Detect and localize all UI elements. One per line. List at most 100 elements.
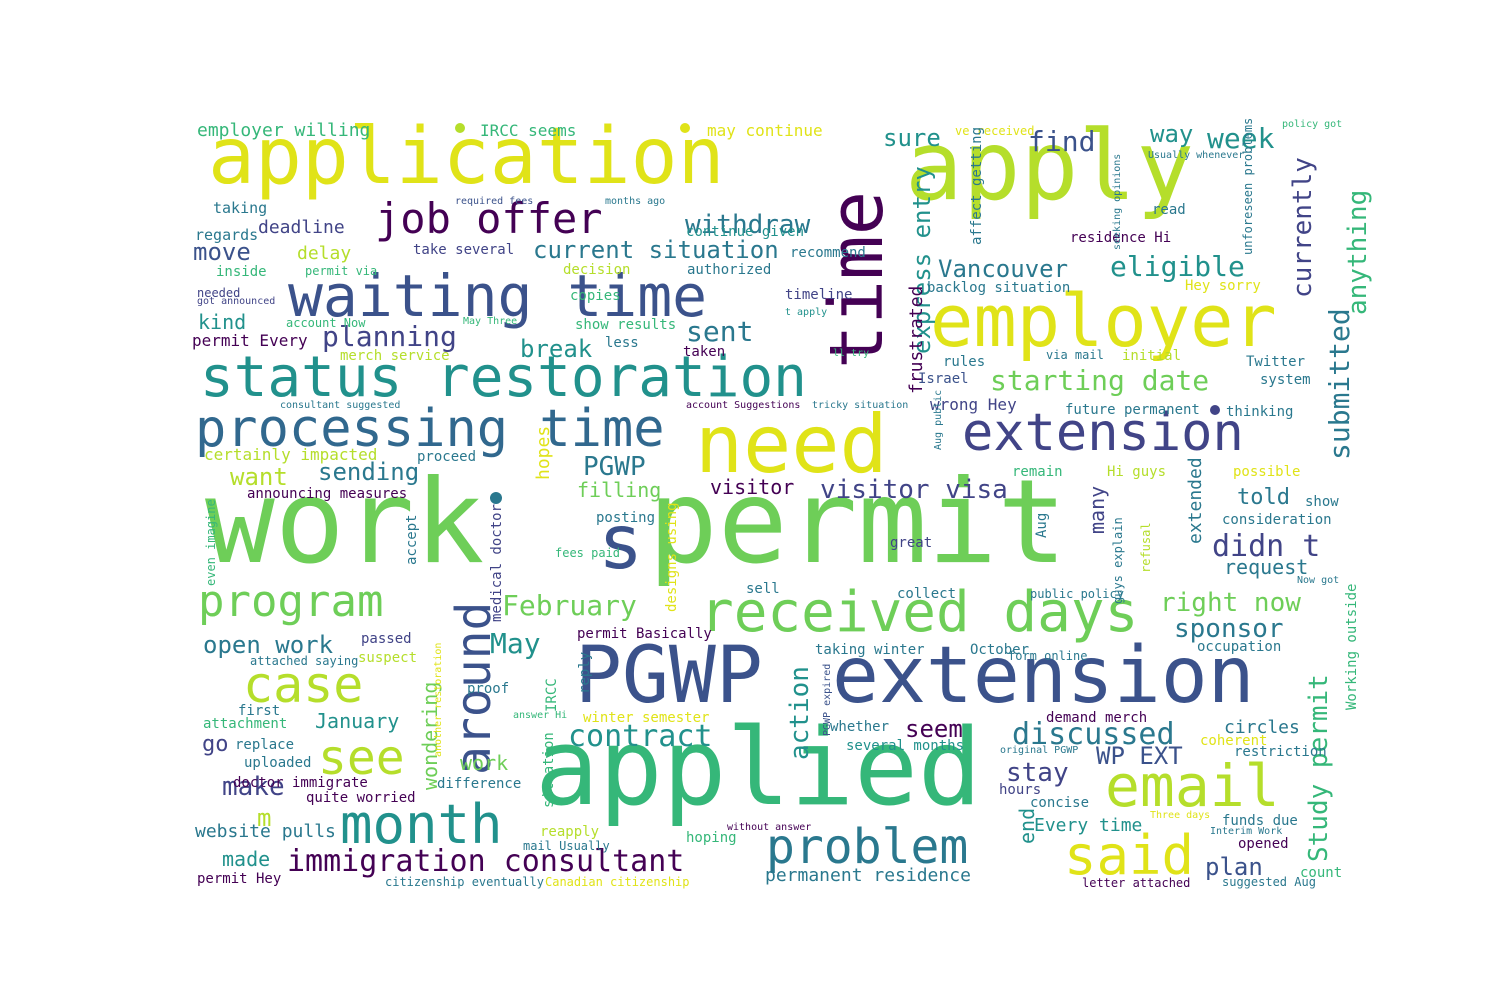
word-residence-hi: residence Hi <box>1070 230 1172 246</box>
word-month: month <box>340 793 503 856</box>
word-pgwp: PGWP <box>575 631 763 721</box>
word-s: s <box>598 498 644 586</box>
word-winter-semester: winter semester <box>583 710 710 726</box>
word-merch-service: merch service <box>340 348 450 364</box>
word-may-three: May Three <box>463 316 518 327</box>
word-answer-hi: answer Hi <box>513 710 568 721</box>
word-citizenship-eventually: citizenship eventually <box>385 875 544 889</box>
word-uploaded: uploaded <box>244 755 312 771</box>
word-sent: sent <box>686 315 754 348</box>
word-contract: contract <box>568 719 713 754</box>
word-extended: extended <box>1185 457 1206 544</box>
word-without-answer: without answer <box>727 822 812 833</box>
word-request: request <box>1224 555 1309 579</box>
word-ll-try: ll try <box>833 348 870 359</box>
word-account-suggestions: account Suggestions <box>686 400 801 411</box>
word-tricky-situation: tricky situation <box>812 400 909 411</box>
word-accept: accept <box>404 514 420 565</box>
word-right-now: right now <box>1160 588 1301 618</box>
word-processing-time: processing time <box>195 399 665 459</box>
word-backlog-situation: backlog situation <box>927 280 1071 296</box>
word-discussed: discussed <box>1012 717 1175 752</box>
word-unforeseen-problems: unforeseen problems <box>1241 117 1255 255</box>
word-attachment: attachment <box>203 716 288 732</box>
word-open-work: open work <box>203 631 334 659</box>
word-israel: Israel <box>918 371 969 387</box>
word-form-online: form online <box>1008 649 1088 663</box>
word-permit-every: permit Every <box>192 331 308 350</box>
decorative-dot <box>680 123 690 133</box>
word-problem: problem <box>766 819 969 875</box>
word-even-imagine: even imagine <box>204 499 218 586</box>
word-break: break <box>520 335 593 363</box>
word-doctor-immigrate: doctor immigrate <box>233 775 368 791</box>
word-via-mail: via mail <box>1046 348 1104 362</box>
word-copies: copies <box>570 288 621 304</box>
word-currently: currently <box>1288 157 1318 298</box>
word-designs-using: designs using <box>664 502 680 612</box>
word-another-restoration: another restoration <box>433 642 444 757</box>
word-permit-via: permit via <box>305 264 378 278</box>
word-seeking-opinions: seeking opinions <box>1112 153 1123 250</box>
word-vancouver: Vancouver <box>938 255 1069 283</box>
word-take-several: take several <box>413 242 515 258</box>
word-attached-saying: attached saying <box>250 654 359 668</box>
word-announcing-measures: announcing measures <box>247 486 408 502</box>
word-mail-usually: mail Usually <box>523 839 610 853</box>
word-move: move <box>193 238 251 266</box>
word-study-permit: Study permit <box>1304 674 1334 862</box>
word-reply: reply <box>577 651 593 694</box>
word-inside: inside <box>216 264 267 280</box>
word-waiting-time: waiting time <box>288 262 708 330</box>
word-taking-winter: taking winter <box>815 642 925 658</box>
word-status-restoration: status restoration <box>200 345 807 410</box>
word-recommend: recommend <box>790 245 866 261</box>
word-t-apply: t apply <box>785 307 828 318</box>
word-many: many <box>1085 485 1109 534</box>
word-withdraw: withdraw <box>685 210 811 240</box>
word-decision: decision <box>563 262 631 278</box>
word-now-got: Now got <box>1297 575 1340 586</box>
word-public-policy: public policy <box>1030 587 1124 601</box>
word-fees-paid: fees paid <box>555 546 621 560</box>
word-usually-whenever: Usually whenever <box>1148 150 1245 161</box>
word-passed: passed <box>361 631 412 647</box>
word-eligible: eligible <box>1110 250 1245 283</box>
word-current-situation: current situation <box>533 236 779 264</box>
word-extension: extension <box>962 403 1244 463</box>
word-apply: apply <box>905 110 1194 222</box>
word-didn-t: didn t <box>1212 529 1321 564</box>
word-interim-work: Interim Work <box>1210 826 1283 837</box>
word-received-days: received days <box>700 580 1139 645</box>
word-letter-attached: letter attached <box>1082 876 1191 890</box>
word-october: October <box>970 642 1030 658</box>
word-sell: sell <box>746 581 780 597</box>
word-find: find <box>1028 125 1096 158</box>
word-taken: taken <box>683 344 726 360</box>
word-work: work <box>205 455 485 590</box>
word-may-continue: may continue <box>707 121 823 140</box>
word-permit-basically: permit Basically <box>577 626 712 642</box>
word-go: go <box>202 732 229 757</box>
word-permit-hey: permit Hey <box>197 871 282 887</box>
word-original-pgwp: original PGWP <box>1000 745 1079 756</box>
word-visitor: visitor <box>710 475 795 499</box>
word-sure: sure <box>883 124 941 152</box>
word-aug: Aug <box>1034 512 1050 538</box>
word-consideration: consideration <box>1222 512 1332 528</box>
word-hoping: hoping <box>686 830 737 846</box>
word-employer: employer <box>930 279 1277 363</box>
word-collect: collect <box>897 586 957 602</box>
word-canadian-citizenship: Canadian citizenship <box>545 875 690 889</box>
word-submitted: submitted <box>1323 308 1356 460</box>
word-m: m <box>257 804 272 832</box>
word-twitter: Twitter <box>1246 354 1306 370</box>
word-initial: initial <box>1122 348 1182 364</box>
word-case: case <box>243 656 364 714</box>
word-january: January <box>315 709 400 733</box>
word-aug-public: Aug public <box>933 389 944 450</box>
word-posting: posting <box>596 510 656 526</box>
word-rules: rules <box>943 354 986 370</box>
word-application: application <box>208 112 725 202</box>
